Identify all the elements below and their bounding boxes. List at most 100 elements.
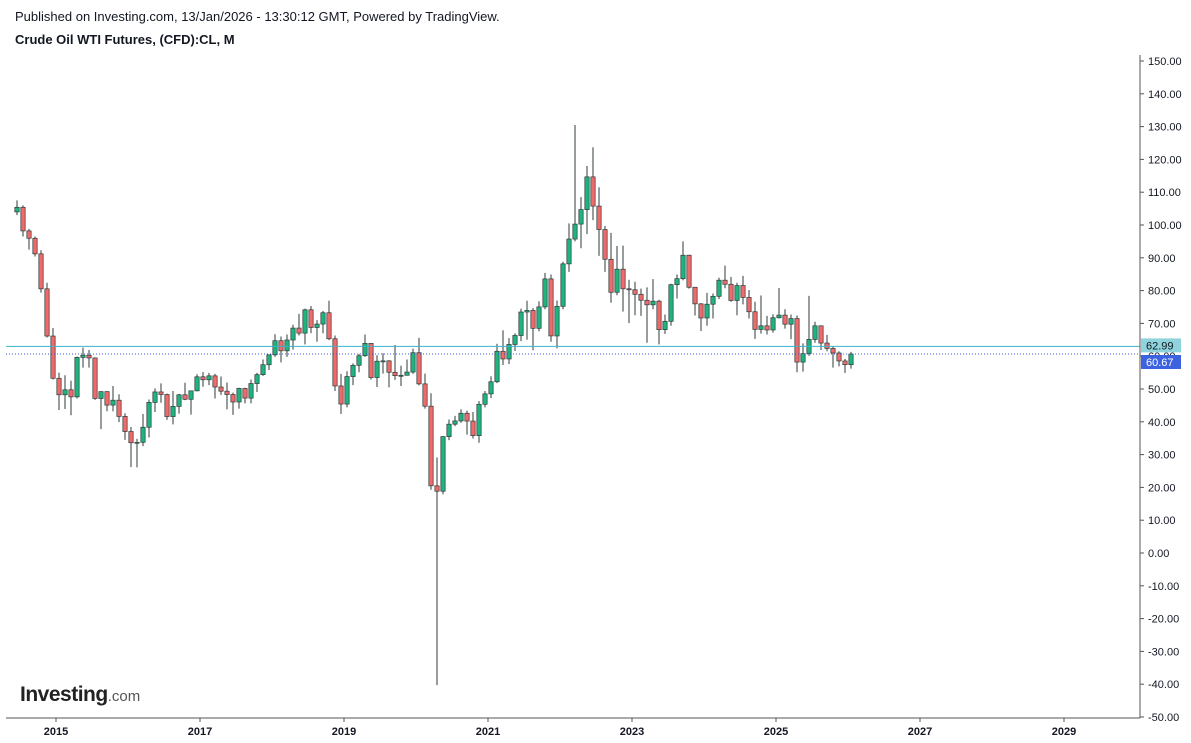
candle-body-up bbox=[458, 412, 464, 422]
candle bbox=[326, 300, 332, 341]
candle bbox=[332, 335, 338, 391]
candle-body-up bbox=[236, 388, 242, 403]
candle bbox=[422, 373, 428, 409]
candle-body-down bbox=[548, 278, 554, 337]
candle bbox=[236, 387, 242, 409]
candle-body-down bbox=[116, 399, 122, 417]
candle bbox=[128, 427, 134, 468]
x-tick-label: 2019 bbox=[332, 726, 356, 738]
candle bbox=[416, 337, 422, 386]
candle-body-down bbox=[338, 385, 344, 405]
candle bbox=[380, 353, 386, 374]
candle-body-up bbox=[770, 317, 776, 331]
candle bbox=[122, 413, 128, 440]
x-tick-label: 2027 bbox=[908, 726, 932, 738]
candle-body-down bbox=[794, 318, 800, 363]
y-tick-label: 30.00 bbox=[1148, 450, 1176, 462]
candle-body-down bbox=[128, 431, 134, 444]
candle-body-down bbox=[308, 309, 314, 328]
y-axis[interactable]: 150.00 140.00 130.00 120.00 110.00 100.00 90.0… bbox=[1139, 55, 1182, 724]
y-tick-label: 0.00 bbox=[1148, 548, 1169, 560]
candle-body-up bbox=[170, 406, 176, 417]
candle-body-up bbox=[206, 375, 212, 381]
x-axis[interactable]: 2015 2017 2019 2021 2023 2025 2027 2029 bbox=[6, 717, 1140, 738]
candle bbox=[674, 274, 680, 299]
candle-body-down bbox=[218, 386, 224, 392]
candle-body-down bbox=[392, 371, 398, 377]
candle bbox=[758, 295, 764, 334]
candle bbox=[182, 382, 188, 401]
candle bbox=[476, 401, 482, 443]
candle-body-up bbox=[476, 403, 482, 436]
candle bbox=[452, 415, 458, 427]
y-tick-label: 110.00 bbox=[1148, 187, 1181, 199]
candle bbox=[20, 205, 26, 237]
candle bbox=[776, 287, 782, 319]
candle-body-up bbox=[350, 364, 356, 377]
candle bbox=[224, 382, 230, 410]
candle-body-up bbox=[260, 364, 266, 375]
candle bbox=[506, 338, 512, 365]
candle bbox=[170, 390, 176, 425]
candle-body-up bbox=[146, 402, 152, 428]
candle-body-down bbox=[824, 342, 830, 349]
candle bbox=[560, 261, 566, 310]
candle-body-down bbox=[68, 389, 74, 398]
x-tick-label: 2021 bbox=[476, 726, 500, 738]
candle-body-up bbox=[440, 436, 446, 492]
candle bbox=[398, 365, 404, 387]
candle bbox=[632, 281, 638, 316]
candle-body-up bbox=[380, 360, 386, 363]
candle-body-down bbox=[416, 352, 422, 385]
candle-body-up bbox=[452, 420, 458, 425]
candle bbox=[590, 147, 596, 221]
candle bbox=[584, 165, 590, 235]
candle bbox=[818, 325, 824, 350]
candle-body-up bbox=[374, 360, 380, 378]
candle bbox=[458, 409, 464, 423]
candle-body-down bbox=[782, 314, 788, 325]
candle-body-up bbox=[248, 383, 254, 399]
candle bbox=[116, 394, 122, 423]
candle-body-up bbox=[734, 285, 740, 301]
y-tick-label: -40.00 bbox=[1148, 679, 1179, 691]
candle bbox=[530, 307, 536, 351]
candle bbox=[524, 300, 530, 340]
candle-body-up bbox=[404, 371, 410, 376]
candle-body-up bbox=[362, 343, 368, 357]
candle bbox=[764, 315, 770, 335]
candle-body-down bbox=[740, 285, 746, 298]
candle bbox=[434, 457, 440, 686]
candle-body-down bbox=[830, 348, 836, 354]
candle bbox=[278, 336, 284, 363]
candle bbox=[266, 354, 272, 370]
candle bbox=[392, 345, 398, 380]
candle-body-up bbox=[776, 314, 782, 319]
published-info: Published on Investing.com, 13/Jan/2026 … bbox=[15, 9, 500, 24]
x-tick-label: 2029 bbox=[1052, 726, 1076, 738]
candle bbox=[218, 376, 224, 395]
candle bbox=[296, 313, 302, 336]
candle-body-down bbox=[728, 283, 734, 301]
candle-body-up bbox=[662, 320, 668, 331]
candle bbox=[176, 393, 182, 414]
x-tick-label: 2023 bbox=[620, 726, 644, 738]
candle bbox=[680, 241, 686, 281]
logo-brand: Investing bbox=[20, 683, 108, 706]
candle-body-up bbox=[494, 350, 500, 383]
candle-body-down bbox=[92, 357, 98, 399]
candle bbox=[572, 124, 578, 242]
candle-body-down bbox=[422, 383, 428, 407]
candle bbox=[290, 324, 296, 350]
candle bbox=[146, 399, 152, 438]
reference-lines bbox=[6, 345, 1140, 355]
prev-close-tag bbox=[1141, 338, 1181, 353]
candle-body-up bbox=[302, 309, 308, 334]
candle bbox=[260, 359, 266, 376]
candle bbox=[842, 358, 848, 373]
candle-body-up bbox=[314, 323, 320, 328]
candle bbox=[542, 272, 548, 310]
candle bbox=[644, 287, 650, 343]
candle-body-down bbox=[230, 394, 236, 403]
